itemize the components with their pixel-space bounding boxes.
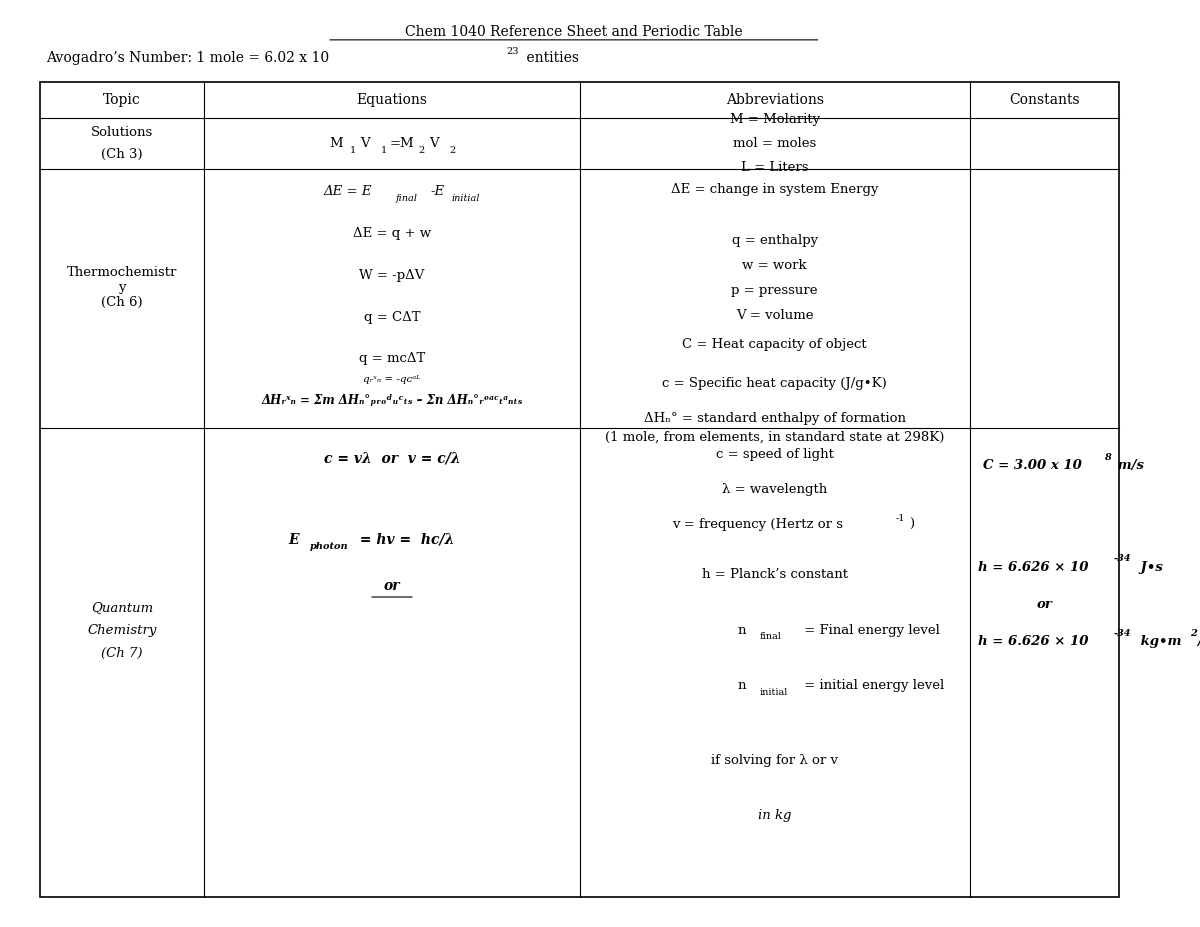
Text: M: M [329,136,342,150]
Text: -1: -1 [895,514,905,523]
Text: final: final [395,194,418,203]
Text: 2: 2 [419,146,425,155]
Text: if solving for λ or v: if solving for λ or v [712,754,838,767]
Text: V = volume: V = volume [736,309,814,322]
Text: Avogadro’s Number: 1 mole = 6.02 x 10: Avogadro’s Number: 1 mole = 6.02 x 10 [46,51,329,66]
Text: λ = wavelength: λ = wavelength [722,483,827,496]
Text: = initial energy level: = initial energy level [800,679,944,692]
Text: (1 mole, from elements, in standard state at 298K): (1 mole, from elements, in standard stat… [605,431,944,444]
Text: v = frequency (Hertz or s: v = frequency (Hertz or s [672,518,842,531]
Text: ΔHₙ° = standard enthalpy of formation: ΔHₙ° = standard enthalpy of formation [643,412,906,425]
Text: C = 3.00 x 10: C = 3.00 x 10 [984,459,1082,472]
Text: Chem 1040 Reference Sheet and Periodic Table: Chem 1040 Reference Sheet and Periodic T… [406,25,743,40]
Text: photon: photon [310,542,348,552]
Text: Chemistry: Chemistry [88,624,157,637]
Text: ΔE = E: ΔE = E [323,185,372,198]
Text: Topic: Topic [103,93,142,107]
Text: initial: initial [760,688,788,697]
Text: ΔHᵣˣₙ = Σm ΔHₙ°ₚᵣₒᵈᵤᶜₜₛ – Σn ΔHₙ°ᵣᵉᵃᶜₜᵃₙₜₛ: ΔHᵣˣₙ = Σm ΔHₙ°ₚᵣₒᵈᵤᶜₜₛ – Σn ΔHₙ°ᵣᵉᵃᶜₜᵃₙ… [262,394,523,407]
Text: q = CΔT: q = CΔT [364,311,420,324]
Bar [40,82,1118,897]
Text: or: or [1037,598,1052,611]
Text: Solutions: Solutions [91,125,154,139]
Text: = Final energy level: = Final energy level [800,624,940,637]
Text: c = Specific heat capacity (J/g•K): c = Specific heat capacity (J/g•K) [662,377,887,390]
Text: V: V [428,136,438,150]
Text: Equations: Equations [356,93,427,107]
Text: C = Heat capacity of object: C = Heat capacity of object [683,338,866,351]
Text: -E: -E [431,185,445,198]
Text: =M: =M [390,136,414,150]
Text: 2: 2 [1190,629,1196,638]
Text: y: y [119,281,126,294]
Text: Thermochemistr: Thermochemistr [67,266,178,279]
Text: final: final [760,632,781,641]
Text: qᵣˣₙ = -qᴄᵃᴸ: qᵣˣₙ = -qᴄᵃᴸ [364,375,421,384]
Text: ): ) [908,518,914,531]
Text: (Ch 3): (Ch 3) [102,147,143,161]
Text: h = Planck’s constant: h = Planck’s constant [702,568,847,581]
Text: 1: 1 [349,146,355,155]
Text: mol = moles: mol = moles [733,136,816,150]
Text: -34: -34 [1114,554,1130,564]
Text: W = -pΔV: W = -pΔV [359,269,425,282]
Text: h = 6.626 × 10: h = 6.626 × 10 [978,561,1088,574]
Text: in kg: in kg [758,809,792,822]
Text: J•s: J•s [1136,561,1163,574]
Text: 2: 2 [449,146,456,155]
Text: L = Liters: L = Liters [740,160,809,174]
Text: c = speed of light: c = speed of light [715,448,834,461]
Text: ΔE = change in system Energy: ΔE = change in system Energy [671,183,878,196]
Text: q = mcΔT: q = mcΔT [359,352,425,365]
Text: M = Molarity: M = Molarity [730,112,820,126]
Text: E: E [289,532,299,547]
Text: -34: -34 [1114,629,1130,638]
Text: 8: 8 [1104,452,1111,462]
Text: V: V [360,136,370,150]
Text: ΔE = q + w: ΔE = q + w [353,227,431,240]
Text: or: or [384,578,400,593]
Text: (Ch 7): (Ch 7) [102,647,143,660]
Text: Quantum: Quantum [91,601,154,614]
Text: 23: 23 [506,47,520,56]
Text: Constants: Constants [1009,93,1080,107]
Text: /s: /s [1196,635,1200,648]
Text: initial: initial [451,194,480,203]
Text: = hv =  hc/λ: = hv = hc/λ [355,532,455,547]
Text: 1: 1 [380,146,386,155]
Text: Abbreviations: Abbreviations [726,93,823,107]
Text: kg•m: kg•m [1136,635,1182,648]
Text: h = 6.626 × 10: h = 6.626 × 10 [978,635,1088,648]
Text: c = vλ  or  v = c/λ: c = vλ or v = c/λ [324,451,461,466]
Text: q = enthalpy: q = enthalpy [732,234,817,247]
Text: n: n [738,679,746,692]
Text: w = work: w = work [743,259,806,272]
Text: n: n [738,624,746,637]
Text: (Ch 6): (Ch 6) [102,296,143,309]
Text: m/s: m/s [1114,459,1145,472]
Text: p = pressure: p = pressure [732,284,818,297]
Text: entities: entities [522,51,580,66]
